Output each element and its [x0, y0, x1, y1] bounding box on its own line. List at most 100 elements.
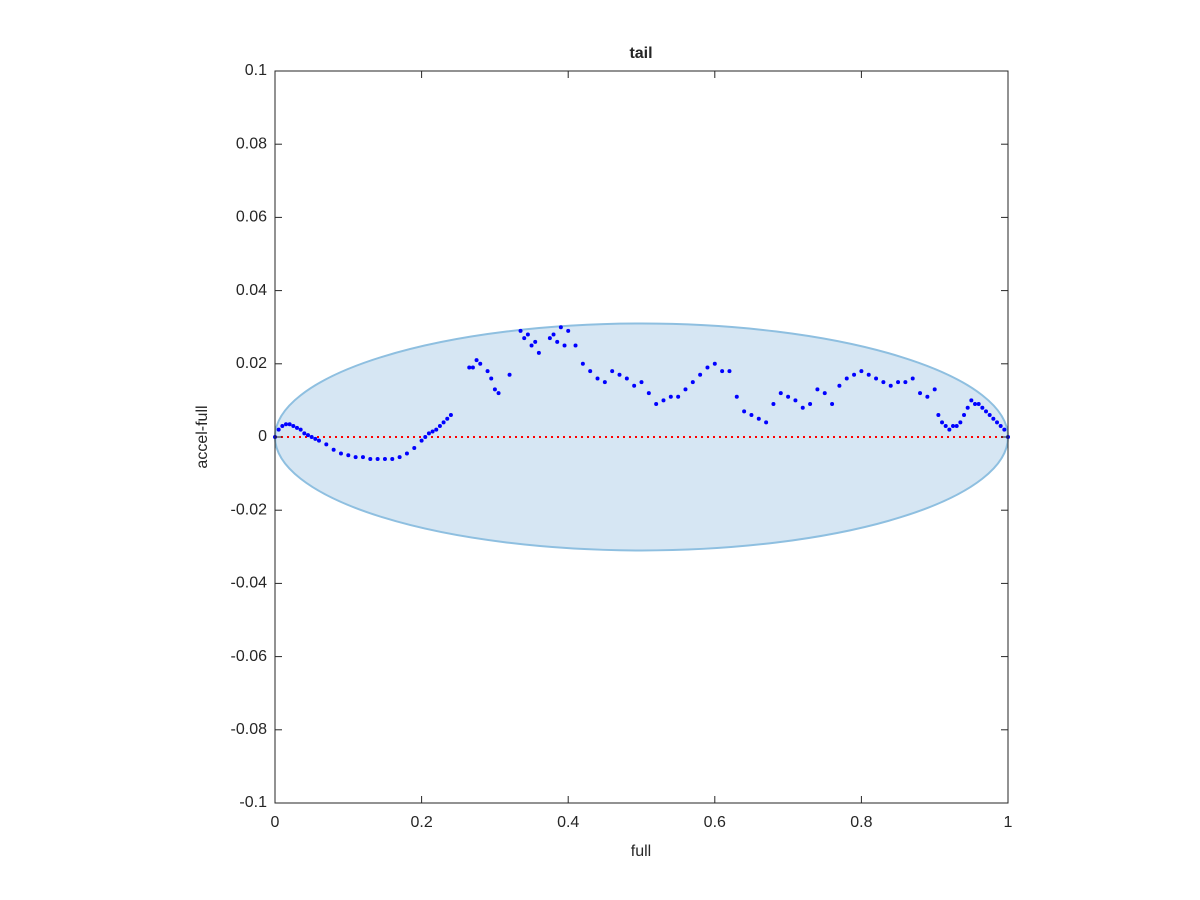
point — [903, 380, 908, 385]
y-tick-label: -0.06 — [231, 648, 268, 665]
point — [470, 365, 475, 370]
point — [668, 394, 673, 399]
point — [302, 431, 307, 436]
point — [727, 369, 732, 374]
point — [353, 455, 358, 460]
point — [830, 402, 835, 407]
point — [588, 369, 593, 374]
x-tick-label: 0 — [271, 814, 280, 831]
point — [712, 361, 717, 366]
point — [305, 433, 310, 438]
point — [309, 435, 314, 439]
point — [397, 455, 402, 460]
point — [478, 361, 483, 366]
point — [467, 365, 472, 370]
point — [980, 405, 985, 410]
point — [430, 429, 435, 434]
point — [987, 413, 992, 418]
point — [852, 372, 857, 377]
point — [954, 424, 959, 429]
point — [298, 427, 303, 432]
point — [338, 451, 343, 456]
point — [764, 420, 769, 425]
point — [360, 455, 365, 460]
point — [756, 416, 761, 421]
point — [412, 445, 417, 450]
point — [815, 387, 820, 392]
point — [951, 424, 956, 429]
point — [859, 369, 864, 374]
point — [529, 343, 534, 348]
point — [390, 456, 395, 461]
point — [474, 358, 479, 363]
point — [316, 438, 321, 443]
point — [881, 380, 886, 385]
point — [562, 343, 567, 348]
point — [683, 387, 688, 392]
y-tick-label: 0.02 — [236, 355, 267, 372]
point — [654, 402, 659, 407]
point — [573, 343, 578, 348]
point — [291, 424, 296, 429]
point — [976, 402, 981, 407]
point — [283, 422, 288, 427]
point — [485, 369, 490, 374]
point — [276, 427, 281, 432]
y-tick-label: 0.06 — [236, 209, 267, 226]
point — [426, 431, 431, 436]
y-tick-label: -0.02 — [231, 501, 268, 518]
point — [313, 436, 318, 441]
point — [969, 398, 974, 403]
point — [965, 405, 970, 410]
point — [533, 339, 538, 344]
point — [280, 424, 285, 429]
point — [368, 456, 373, 461]
point — [866, 372, 871, 377]
point — [800, 405, 805, 410]
point — [375, 456, 380, 461]
point — [973, 402, 978, 407]
x-tick-label: 0.2 — [410, 814, 432, 831]
point — [522, 336, 527, 341]
chart-title: tail — [629, 45, 652, 62]
y-tick-label: -0.08 — [231, 721, 268, 738]
point — [991, 416, 996, 421]
point — [346, 453, 351, 458]
point — [404, 451, 409, 456]
point — [518, 328, 523, 333]
point — [786, 394, 791, 399]
point — [925, 394, 930, 399]
point — [525, 332, 530, 337]
point — [496, 391, 501, 396]
point — [547, 336, 552, 341]
point — [932, 387, 937, 392]
point — [566, 328, 571, 333]
point — [837, 383, 842, 388]
point — [423, 435, 428, 439]
y-tick-label: 0 — [258, 428, 267, 445]
point — [778, 391, 783, 396]
point — [595, 376, 600, 381]
point — [507, 372, 512, 377]
point — [742, 409, 747, 414]
point — [331, 447, 336, 452]
point — [617, 372, 622, 377]
point — [958, 420, 963, 425]
point — [910, 376, 915, 381]
point — [558, 325, 563, 330]
point — [419, 438, 424, 443]
point — [808, 402, 813, 407]
point — [947, 427, 952, 432]
point — [445, 416, 450, 421]
y-tick-label: -0.1 — [239, 794, 267, 811]
point — [448, 413, 453, 418]
point — [580, 361, 585, 366]
point — [793, 398, 798, 403]
y-tick-label: -0.04 — [231, 575, 268, 592]
point — [734, 394, 739, 399]
x-tick-label: 0.6 — [704, 814, 726, 831]
point — [1002, 427, 1007, 432]
point — [690, 380, 695, 385]
point — [610, 369, 615, 374]
